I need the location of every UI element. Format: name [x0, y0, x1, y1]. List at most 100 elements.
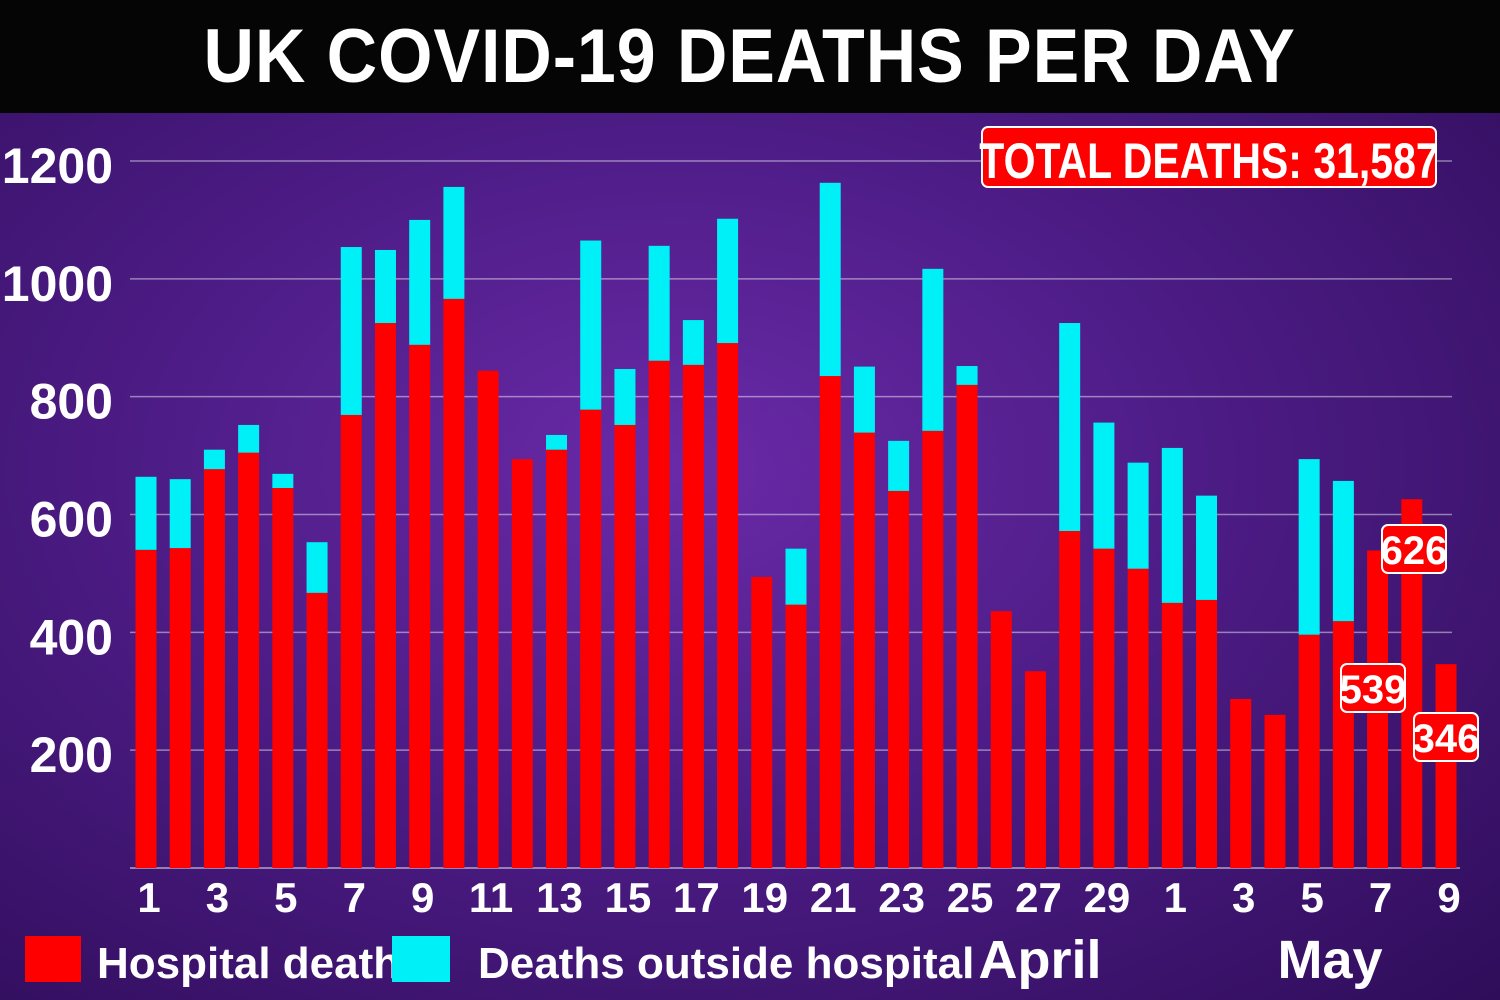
- bar-hospital-deaths: [169, 548, 191, 868]
- x-tick-label: 27: [1015, 874, 1062, 921]
- x-tick-label: 7: [1369, 874, 1392, 921]
- x-tick-label: 23: [878, 874, 925, 921]
- bar-hospital-deaths: [511, 459, 533, 868]
- bar-hospital-deaths: [546, 449, 568, 868]
- bar-hospital-deaths: [1401, 499, 1423, 868]
- bar-hospital-deaths: [340, 414, 362, 868]
- bar-hospital-deaths: [238, 452, 260, 868]
- bar-hospital-deaths: [1161, 602, 1183, 868]
- legend-label-outside: Deaths outside hospital: [478, 939, 974, 988]
- bar-hospital-deaths: [1298, 634, 1320, 868]
- x-tick-label: 1: [137, 874, 160, 921]
- y-tick-label: 200: [30, 727, 113, 783]
- x-tick-label: 7: [343, 874, 366, 921]
- bar-deaths-outside-hospital: [785, 548, 807, 605]
- bar-deaths-outside-hospital: [682, 320, 704, 365]
- bar-deaths-outside-hospital: [203, 449, 225, 470]
- bar-hospital-deaths: [614, 424, 636, 868]
- bar-deaths-outside-hospital: [238, 424, 260, 453]
- bar-hospital-deaths: [1332, 621, 1354, 868]
- bar-deaths-outside-hospital: [1093, 422, 1115, 549]
- bar-hospital-deaths: [785, 604, 807, 868]
- x-tick-label: 13: [536, 874, 583, 921]
- bar-deaths-outside-hospital: [306, 542, 328, 593]
- bar-deaths-outside-hospital: [340, 247, 362, 415]
- bar-hospital-deaths: [443, 298, 465, 868]
- bar-deaths-outside-hospital: [580, 240, 602, 410]
- bar-deaths-outside-hospital: [135, 476, 157, 550]
- chart-title: UK COVID-19 DEATHS PER DAY: [203, 14, 1297, 99]
- total-deaths-text: TOTAL DEATHS: 31,587: [979, 133, 1438, 189]
- y-tick-label: 1200: [2, 138, 113, 194]
- x-tick-label: 15: [605, 874, 652, 921]
- bar-hospital-deaths: [1264, 714, 1286, 868]
- bar-deaths-outside-hospital: [1161, 447, 1183, 603]
- bar-deaths-outside-hospital: [717, 218, 739, 344]
- x-tick-label: 19: [741, 874, 788, 921]
- y-tick-label: 600: [30, 492, 113, 548]
- y-tick-label: 400: [30, 609, 113, 665]
- x-tick-label: 25: [947, 874, 994, 921]
- bar-deaths-outside-hospital: [1332, 480, 1354, 622]
- bar-hospital-deaths: [1196, 599, 1218, 868]
- bar-hospital-deaths: [1059, 530, 1081, 868]
- x-tick-label: 17: [673, 874, 720, 921]
- bar-deaths-outside-hospital: [956, 366, 978, 385]
- bar-hospital-deaths: [580, 409, 602, 868]
- y-tick-label: 1000: [2, 256, 113, 312]
- bar-hospital-deaths: [1127, 568, 1149, 868]
- bar-hospital-deaths: [1093, 548, 1115, 868]
- x-tick-label: 5: [1300, 874, 1323, 921]
- bar-deaths-outside-hospital: [409, 219, 431, 345]
- bar-hospital-deaths: [272, 487, 294, 868]
- bar-hospital-deaths: [1230, 698, 1252, 868]
- total-deaths-badge: [981, 126, 1437, 188]
- bar-deaths-outside-hospital: [648, 245, 670, 361]
- bar-hospital-deaths: [1024, 671, 1046, 868]
- bar-hospital-deaths: [1435, 664, 1457, 868]
- bar-hospital-deaths: [203, 469, 225, 868]
- bar-hospital-deaths: [648, 360, 670, 868]
- month-label-april: April: [978, 930, 1101, 990]
- x-tick-label: 1: [1164, 874, 1187, 921]
- bar-hospital-deaths: [956, 384, 978, 868]
- bar-hospital-deaths: [409, 344, 431, 868]
- title-bar: UK COVID-19 DEATHS PER DAY: [0, 0, 1500, 113]
- data-label: 626: [1381, 529, 1448, 573]
- bar-deaths-outside-hospital: [1196, 495, 1218, 600]
- legend-label-hospital: Hospital deaths: [97, 939, 425, 988]
- x-tick-label: 5: [274, 874, 297, 921]
- bar-hospital-deaths: [888, 490, 910, 868]
- bar-deaths-outside-hospital: [1127, 462, 1149, 569]
- bar-hospital-deaths: [135, 549, 157, 868]
- bar-deaths-outside-hospital: [888, 440, 910, 491]
- bar-hospital-deaths: [374, 323, 396, 868]
- legend-swatch-outside: [392, 936, 450, 982]
- bar-deaths-outside-hospital: [614, 368, 636, 425]
- data-label-badge: [1340, 663, 1406, 713]
- x-tick-label: 3: [206, 874, 229, 921]
- data-label: 539: [1340, 668, 1407, 712]
- bar-hospital-deaths: [682, 364, 704, 868]
- month-label-may: May: [1277, 930, 1382, 990]
- bar-deaths-outside-hospital: [819, 182, 841, 377]
- data-label-badge: [1413, 712, 1479, 762]
- bar-deaths-outside-hospital: [169, 479, 191, 549]
- x-tick-label: 9: [1437, 874, 1460, 921]
- bar-deaths-outside-hospital: [272, 473, 294, 488]
- x-tick-label: 9: [411, 874, 434, 921]
- data-label-badge: [1381, 524, 1447, 574]
- x-tick-label: 29: [1084, 874, 1131, 921]
- bar-hospital-deaths: [717, 343, 739, 868]
- bar-deaths-outside-hospital: [546, 434, 568, 450]
- bar-hospital-deaths: [819, 376, 841, 868]
- bar-hospital-deaths: [922, 430, 944, 868]
- bar-hospital-deaths: [477, 370, 499, 868]
- bar-deaths-outside-hospital: [1298, 459, 1320, 635]
- bar-deaths-outside-hospital: [374, 249, 396, 324]
- bar-hospital-deaths: [990, 611, 1012, 868]
- x-tick-label: 21: [810, 874, 857, 921]
- bar-deaths-outside-hospital: [853, 366, 875, 433]
